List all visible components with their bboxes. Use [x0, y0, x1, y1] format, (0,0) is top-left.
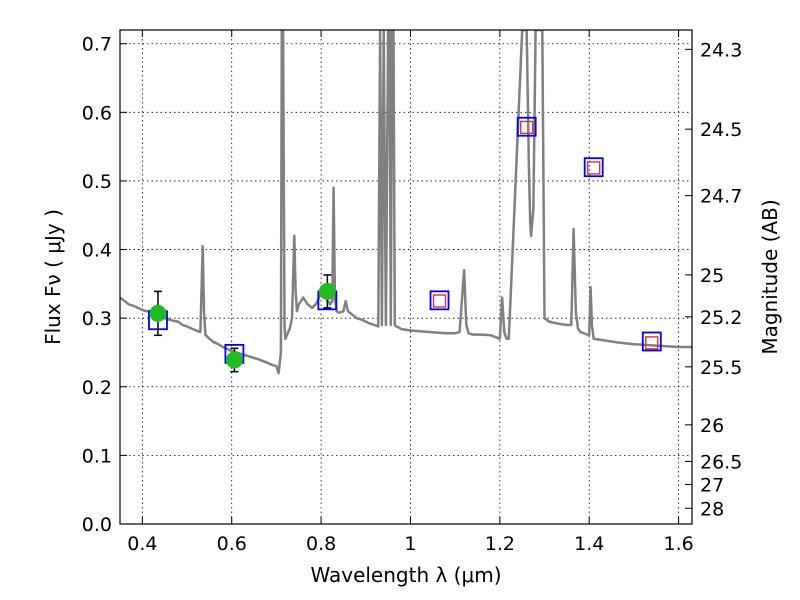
- mag-tick-label: 25.2: [700, 307, 742, 329]
- mag-tick-label: 24.7: [700, 186, 742, 208]
- mag-tick-label: 25.5: [700, 357, 742, 379]
- y-tick-label: 0.5: [82, 171, 112, 193]
- mag-tick-label: 24.5: [700, 119, 742, 141]
- spectrum-layer: [120, 30, 692, 375]
- y-tick-label: 0.1: [82, 445, 112, 467]
- y-axis-label: Flux Fν ( μJy ): [41, 209, 65, 345]
- model-point-inner-square: [519, 120, 534, 135]
- x-tick-label: 0.4: [127, 533, 157, 555]
- ticks: 0.4 0.6 0.8 1 1.2 1.4 1.6 0.0 0.1 0.2 0.3 0.4 0.5 0.6…: [82, 30, 742, 555]
- model-point-square: [516, 116, 537, 137]
- observed-point: [149, 304, 167, 322]
- model-point-square: [429, 290, 450, 311]
- marker-layer: [148, 116, 662, 373]
- model-point-inner-square: [586, 161, 601, 175]
- x-tick-label: 1.6: [663, 533, 693, 555]
- model-point-square: [583, 157, 604, 178]
- observed-point: [225, 351, 243, 369]
- x-axis-label: Wavelength λ (μm): [310, 563, 501, 587]
- x-tick-label: 1.2: [485, 533, 515, 555]
- y-tick-label: 0.0: [82, 514, 112, 536]
- plot-frame: [119, 29, 693, 525]
- x-tick-label: 1.4: [574, 533, 604, 555]
- x-tick-label: 0.8: [306, 533, 336, 555]
- y-tick-label: 0.7: [82, 34, 112, 56]
- x-tick-label: 1: [404, 533, 416, 555]
- y-tick-label: 0.3: [82, 308, 112, 330]
- observed-point: [318, 282, 336, 300]
- x-tick-label: 0.6: [217, 533, 247, 555]
- mag-tick-label: 26.5: [700, 451, 742, 473]
- right-axis-label: Magnitude (AB): [758, 199, 782, 354]
- y-tick-label: 0.4: [82, 240, 112, 262]
- mag-tick-label: 28: [700, 498, 724, 520]
- model-point-inner-square: [645, 336, 659, 350]
- model-point-inner-square: [432, 294, 447, 308]
- y-tick-label: 0.6: [82, 102, 112, 124]
- model-point-square: [641, 331, 662, 352]
- mag-tick-label: 27: [700, 475, 724, 497]
- y-tick-label: 0.2: [82, 377, 112, 399]
- mag-tick-label: 24.3: [700, 39, 742, 61]
- mag-tick-label: 26: [700, 415, 724, 437]
- spectrum-line: [120, 30, 692, 375]
- mag-tick-label: 25: [700, 265, 724, 287]
